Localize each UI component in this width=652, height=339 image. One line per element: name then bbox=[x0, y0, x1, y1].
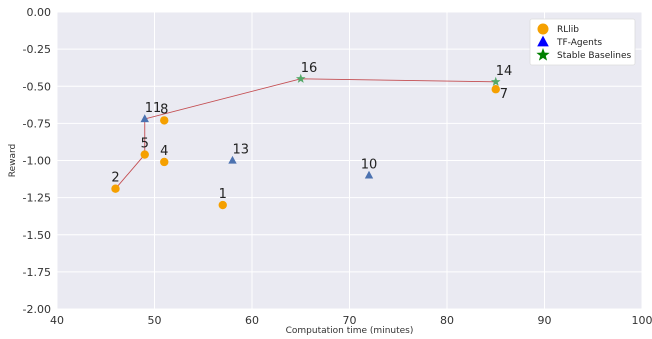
point-label: 10 bbox=[361, 157, 378, 172]
grid bbox=[56, 11, 643, 310]
rllib-point bbox=[218, 200, 227, 210]
point-label: 14 bbox=[496, 64, 513, 79]
legend-marker-star bbox=[536, 48, 550, 61]
point-label: 8 bbox=[160, 102, 168, 117]
x-tick-label: 70 bbox=[343, 314, 357, 327]
stable-baselines-point bbox=[295, 73, 306, 83]
y-tick-label: -1.75 bbox=[23, 266, 51, 279]
point-label: 11 bbox=[145, 101, 162, 116]
point-label: 7 bbox=[500, 87, 508, 102]
data-points: 1 2 45 7 8 10 11 13 14 16 bbox=[111, 61, 513, 210]
y-tick-label: -0.75 bbox=[23, 117, 51, 130]
x-tick-label: 100 bbox=[632, 314, 652, 327]
tf-agents-point bbox=[140, 114, 149, 123]
x-tick-label: 40 bbox=[50, 314, 64, 327]
legend-box bbox=[529, 18, 636, 66]
y-tick-label: -2.00 bbox=[23, 303, 51, 316]
point-label: 2 bbox=[111, 171, 119, 186]
point-label: 16 bbox=[301, 61, 318, 76]
x-tick-label: 80 bbox=[440, 314, 454, 327]
legend-label: TF-Agents bbox=[556, 38, 602, 48]
y-tick-label: -1.25 bbox=[23, 192, 51, 205]
tick-labels: 40 50 60 70 80 90 100 0.00 -0.25 -0.50 -0.75 -1.00 -… bbox=[23, 6, 652, 327]
legend-marker-triangle bbox=[537, 35, 549, 47]
legend-label: Stable Baselines bbox=[557, 51, 632, 61]
point-label: 13 bbox=[233, 143, 250, 158]
legend-label: RLlib bbox=[557, 25, 579, 35]
x-tick-label: 60 bbox=[245, 314, 259, 327]
rllib-point bbox=[491, 85, 500, 94]
rllib-point bbox=[160, 157, 169, 167]
y-tick-label: -0.50 bbox=[23, 80, 51, 93]
tf-agents-point bbox=[364, 170, 374, 179]
rllib-point bbox=[111, 184, 120, 193]
y-axis-label: Reward bbox=[8, 144, 18, 178]
y-tick-label: -1.50 bbox=[23, 229, 51, 242]
stable-baselines-point bbox=[490, 76, 501, 86]
legend: RLlib TF-Agents Stable Baselines bbox=[529, 18, 636, 66]
legend-marker-circle bbox=[537, 23, 549, 35]
y-tick-label: -0.25 bbox=[23, 43, 51, 56]
point-label: 5 bbox=[141, 137, 149, 152]
point-label: 4 bbox=[160, 144, 168, 159]
point-label: 1 bbox=[219, 187, 227, 202]
x-axis-label: Computation time (minutes) bbox=[286, 326, 414, 336]
tf-agents-point bbox=[228, 155, 237, 164]
y-tick-label: 0.00 bbox=[27, 6, 52, 19]
rllib-point bbox=[140, 150, 149, 159]
rllib-point bbox=[160, 116, 169, 125]
legend-items: RLlib TF-Agents Stable Baselines bbox=[536, 23, 632, 61]
y-tick-label: -1.00 bbox=[23, 155, 51, 168]
x-tick-label: 50 bbox=[148, 314, 162, 327]
x-tick-label: 90 bbox=[538, 314, 552, 327]
